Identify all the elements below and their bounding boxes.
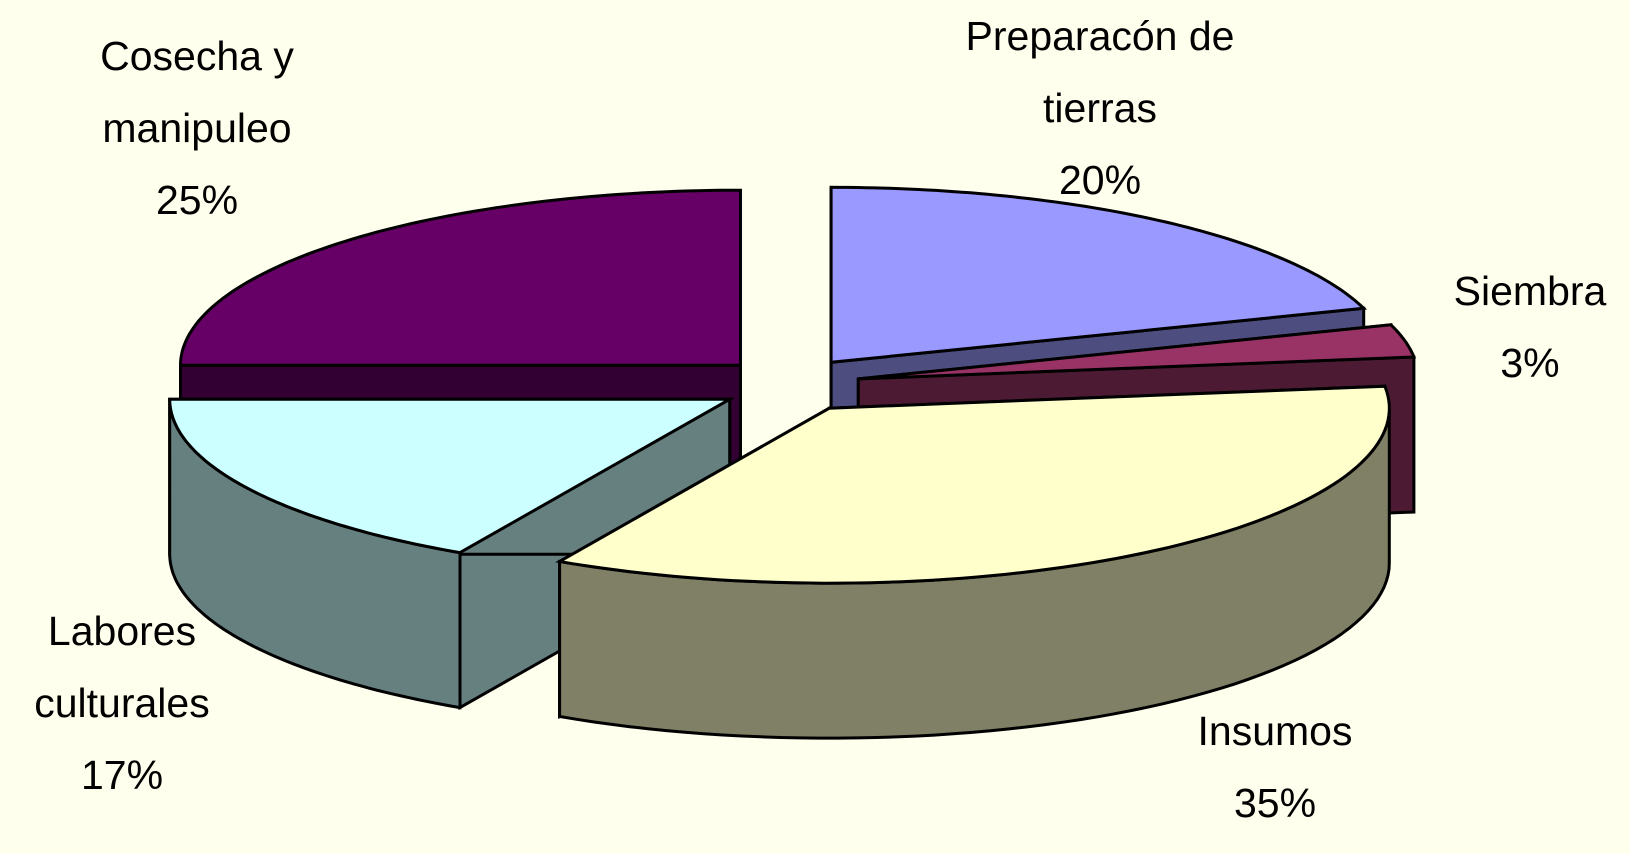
slice xyxy=(168,397,736,555)
slice-label: Labores culturales 17% xyxy=(0,595,262,811)
slice xyxy=(178,188,742,367)
slice-label: Preparacón de tierras 20% xyxy=(910,0,1290,216)
slice-label: Insumos 35% xyxy=(1115,695,1435,839)
percent-label: 25% xyxy=(155,177,239,223)
percent-label: 17% xyxy=(80,752,164,798)
category-label: Preparacón de tierras xyxy=(965,13,1235,131)
category-label: Insumos xyxy=(1197,708,1353,754)
slice xyxy=(858,323,1417,381)
slice-label: Cosecha y manipuleo 25% xyxy=(37,20,357,236)
category-label: Siembra xyxy=(1453,268,1607,314)
percent-label: 35% xyxy=(1233,780,1317,826)
category-label: Cosecha y manipuleo xyxy=(100,33,294,151)
slice-label: Siembra 3% xyxy=(1430,255,1630,399)
category-label: Labores culturales xyxy=(34,608,210,726)
slice xyxy=(555,384,1391,585)
percent-label: 3% xyxy=(1500,340,1560,386)
percent-label: 20% xyxy=(1058,157,1142,203)
slice xyxy=(829,185,1368,364)
